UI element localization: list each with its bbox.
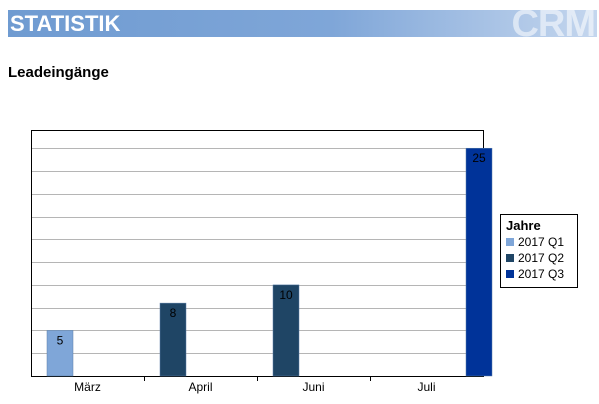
data-label: 5 xyxy=(57,333,64,347)
data-label: 10 xyxy=(279,288,293,302)
legend-swatch xyxy=(506,270,514,278)
data-label: 25 xyxy=(472,151,486,165)
chart-legend: Jahre 2017 Q1 2017 Q2 2017 Q3 xyxy=(500,214,578,288)
chart-title: Leadeingänge xyxy=(8,64,109,81)
chart-grid xyxy=(31,148,483,377)
header-watermark-logo: CRM xyxy=(511,10,596,37)
x-tick-label: April xyxy=(188,380,212,394)
header-title: STATISTIK xyxy=(10,11,121,36)
legend-swatch xyxy=(506,254,514,262)
legend-items: 2017 Q1 2017 Q2 2017 Q3 xyxy=(506,234,577,282)
x-tick-label: Juni xyxy=(302,380,324,394)
chart-x-tick-labels: März April Juni Juli xyxy=(74,380,435,394)
chart-axes xyxy=(31,130,484,381)
legend-item: 2017 Q3 xyxy=(506,266,577,282)
legend-label: 2017 Q2 xyxy=(518,251,565,265)
bar-juni xyxy=(272,284,300,377)
legend-item: 2017 Q1 xyxy=(506,234,577,250)
x-tick-label: Juli xyxy=(417,380,435,394)
legend-swatch xyxy=(506,238,514,246)
legend-title: Jahre xyxy=(506,218,541,233)
plot-frame xyxy=(31,130,484,377)
header-banner: STATISTIK CRM xyxy=(8,10,597,37)
chart-bars xyxy=(46,147,493,377)
bar-märz xyxy=(46,330,74,377)
legend-label: 2017 Q1 xyxy=(518,235,565,249)
legend-item: 2017 Q2 xyxy=(506,250,577,266)
legend-label: 2017 Q3 xyxy=(518,267,565,281)
bar-april xyxy=(159,302,187,377)
x-tick-label: März xyxy=(74,380,101,394)
bar-juli xyxy=(465,147,493,377)
data-label: 8 xyxy=(170,306,177,320)
chart-data-labels: 5 8 10 25 xyxy=(57,151,486,347)
